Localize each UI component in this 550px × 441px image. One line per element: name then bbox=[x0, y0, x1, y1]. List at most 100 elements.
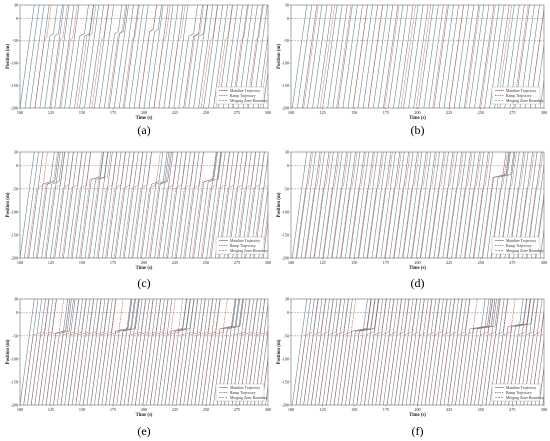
mainline-trajectory bbox=[305, 152, 321, 258]
mainline-trajectory bbox=[202, 152, 217, 258]
y-tick-label: -100 bbox=[10, 356, 18, 361]
ramp-trajectory bbox=[218, 152, 239, 258]
mainline-trajectory bbox=[345, 152, 361, 258]
ramp-trajectory bbox=[200, 152, 222, 258]
mainline-trajectory bbox=[421, 299, 437, 405]
mainline-trajectory bbox=[56, 299, 72, 405]
mainline-trajectory bbox=[405, 299, 421, 405]
ramp-trajectory bbox=[465, 5, 481, 108]
y-axis-label: Position (m) bbox=[277, 339, 282, 364]
mainline-trajectory bbox=[314, 152, 330, 258]
mainline-trajectory bbox=[455, 152, 471, 258]
mainline-trajectory bbox=[296, 152, 312, 258]
ramp-trajectory bbox=[53, 299, 79, 405]
legend-box bbox=[491, 383, 541, 402]
mainline-trajectory bbox=[460, 152, 476, 258]
y-tick-label: -150 bbox=[10, 232, 18, 237]
ramp-trajectory bbox=[439, 299, 463, 405]
mainline-trajectory bbox=[37, 152, 59, 258]
ramp-trajectory bbox=[166, 152, 187, 258]
ramp-trajectory bbox=[105, 299, 133, 405]
x-tick-label: 250 bbox=[203, 260, 209, 265]
mainline-trajectory bbox=[193, 152, 218, 258]
mainline-trajectory bbox=[113, 5, 129, 108]
mainline-trajectory bbox=[148, 5, 164, 108]
mainline-trajectory bbox=[138, 299, 154, 405]
mainline-trajectory bbox=[131, 299, 147, 405]
y-tick-label: -150 bbox=[10, 83, 18, 88]
ramp-trajectory bbox=[254, 333, 268, 405]
mainline-trajectory bbox=[331, 152, 347, 258]
ramp-trajectory bbox=[216, 299, 244, 405]
ramp-trajectory bbox=[246, 5, 264, 108]
y-tick-label: 0 bbox=[287, 16, 289, 21]
mainline-trajectory bbox=[210, 152, 226, 258]
legend-entry-label: Mainline Trajectory bbox=[230, 386, 260, 390]
mainline-trajectory bbox=[477, 152, 494, 258]
ramp-trajectory bbox=[367, 5, 383, 108]
x-tick-label: 250 bbox=[203, 110, 209, 115]
subfigure-caption: (f) bbox=[412, 424, 424, 438]
ramp-trajectory bbox=[410, 152, 429, 258]
mainline-trajectory bbox=[337, 299, 353, 405]
ramp-trajectory bbox=[493, 299, 516, 405]
mainline-trajectory bbox=[175, 299, 191, 405]
ramp-trajectory bbox=[490, 152, 508, 258]
x-tick-label: 300 bbox=[541, 407, 547, 412]
legend-entry-label: Ramp Trajectory bbox=[230, 391, 256, 395]
mainline-trajectory bbox=[175, 152, 191, 258]
mainline-trajectory bbox=[49, 5, 65, 108]
mainline-trajectory bbox=[443, 299, 459, 405]
mainline-trajectory bbox=[443, 5, 459, 108]
x-tick-label: 100 bbox=[17, 407, 23, 412]
ramp-trajectory bbox=[174, 152, 196, 258]
mainline-trajectory bbox=[29, 5, 45, 108]
mainline-trajectory bbox=[300, 152, 316, 258]
legend-entry-label: Merging Zone Boundary bbox=[230, 249, 268, 253]
ramp-trajectory bbox=[187, 299, 213, 405]
x-axis-label: Time (s) bbox=[409, 413, 426, 418]
mainline-trajectory bbox=[145, 152, 168, 258]
ramp-trajectory bbox=[384, 152, 402, 258]
ramp-trajectory bbox=[194, 299, 221, 405]
x-tick-label: 225 bbox=[446, 260, 452, 265]
mainline-trajectory bbox=[458, 5, 475, 108]
ramp-trajectory bbox=[96, 152, 118, 258]
ramp-trajectory bbox=[235, 152, 257, 258]
mainline-trajectory bbox=[362, 5, 378, 108]
subfigure-caption: (b) bbox=[411, 123, 425, 137]
x-tick-label: 175 bbox=[383, 260, 389, 265]
legend-box bbox=[215, 86, 265, 105]
mainline-trajectory bbox=[94, 5, 109, 108]
ramp-trajectory bbox=[105, 152, 126, 258]
mainline-trajectory bbox=[138, 5, 157, 108]
ramp-trajectory bbox=[76, 5, 97, 108]
legend-entry-label: Ramp Trajectory bbox=[506, 244, 532, 248]
mainline-trajectory bbox=[104, 5, 123, 108]
ramp-trajectory bbox=[455, 299, 478, 405]
ramp-trajectory bbox=[366, 152, 384, 258]
ramp-trajectory bbox=[364, 299, 387, 405]
mainline-trajectory bbox=[424, 152, 440, 258]
mainline-trajectory bbox=[358, 152, 374, 258]
mainline-trajectory bbox=[302, 5, 318, 108]
ramp-trajectory bbox=[331, 152, 349, 258]
mainline-trajectory bbox=[378, 5, 394, 108]
x-axis-label: Time (s) bbox=[409, 116, 426, 121]
ramp-trajectory bbox=[428, 152, 446, 258]
ramp-trajectory bbox=[231, 299, 258, 405]
y-tick-label: -50 bbox=[12, 186, 18, 191]
mainline-trajectory bbox=[299, 299, 315, 405]
ramp-trajectory bbox=[149, 299, 176, 405]
ramp-trajectory bbox=[371, 299, 394, 405]
y-tick-label: 30 bbox=[285, 149, 289, 154]
ramp-trajectory bbox=[531, 333, 544, 405]
mainline-trajectory bbox=[27, 299, 42, 405]
mainline-trajectory bbox=[109, 299, 136, 405]
mainline-trajectory bbox=[433, 152, 449, 258]
